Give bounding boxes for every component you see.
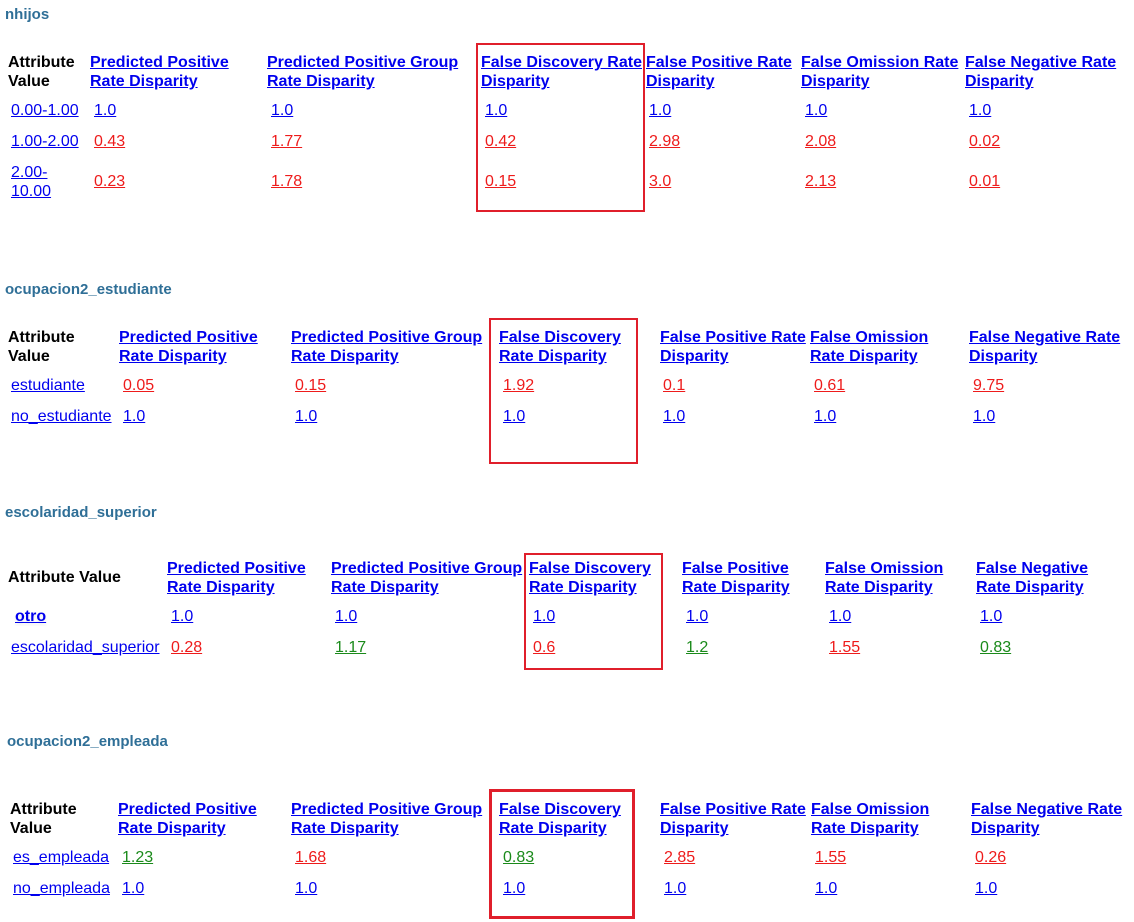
for-value[interactable]: 1.0 — [805, 102, 828, 119]
fpr-value[interactable]: 3.0 — [649, 173, 672, 190]
fnr-value[interactable]: 0.26 — [975, 849, 1007, 866]
fnr-value[interactable]: 0.02 — [969, 133, 1001, 150]
header-fdr-disparity[interactable]: False Discovery Rate Disparity — [481, 54, 642, 90]
section-title-nhijos: nhijos — [5, 6, 50, 23]
fpr-value[interactable]: 1.0 — [664, 880, 687, 897]
for-value[interactable]: 1.55 — [829, 639, 861, 656]
for-value[interactable]: 1.0 — [815, 880, 838, 897]
ppr-value[interactable]: 1.0 — [123, 408, 146, 425]
header-fpr-disparity[interactable]: False Positive Rate Disparity — [646, 54, 792, 90]
for-value[interactable]: 1.55 — [815, 849, 847, 866]
header-fpr-disparity[interactable]: False Positive Rate Disparity — [660, 801, 806, 837]
attribute-value-link[interactable]: es_empleada — [13, 849, 110, 866]
ppr-value[interactable]: 1.0 — [122, 880, 145, 897]
fnr-value[interactable]: 1.0 — [975, 880, 998, 897]
pprev-value[interactable]: 1.0 — [295, 408, 318, 425]
ppr-value[interactable]: 0.28 — [171, 639, 203, 656]
pprev-value[interactable]: 1.0 — [335, 608, 358, 625]
fpr-value[interactable]: 1.0 — [649, 102, 672, 119]
header-fnr-disparity[interactable]: False Negative Rate Disparity — [969, 329, 1121, 365]
fdr-value[interactable]: 1.92 — [503, 377, 535, 394]
pprev-value[interactable]: 1.0 — [271, 102, 294, 119]
attribute-value-link[interactable]: 2.00- — [11, 164, 48, 181]
ppr-value[interactable]: 1.0 — [171, 608, 194, 625]
fdr-value[interactable]: 1.0 — [503, 880, 526, 897]
ppr-value[interactable]: 0.23 — [94, 173, 126, 190]
fdr-value[interactable]: 1.0 — [533, 608, 556, 625]
header-for-disparity[interactable]: False Omission Rate Disparity — [825, 560, 944, 596]
fnr-value[interactable]: 1.0 — [980, 608, 1003, 625]
header-attribute-value: Attribute Value — [10, 801, 77, 837]
header-fdr-disparity[interactable]: False Discovery Rate Disparity — [499, 801, 621, 837]
ppr-value[interactable]: 0.43 — [94, 133, 126, 150]
header-attribute-value: Attribute Value — [8, 329, 75, 365]
fdr-value[interactable]: 0.42 — [485, 133, 517, 150]
header-attribute-value: Attribute Value — [8, 569, 121, 586]
pprev-value[interactable]: 0.15 — [295, 377, 327, 394]
header-for-disparity[interactable]: False Omission Rate Disparity — [810, 329, 929, 365]
attribute-value-link[interactable]: escolaridad_superior — [11, 639, 160, 656]
pprev-value[interactable]: 1.0 — [295, 880, 318, 897]
section-title-escolaridad-superior: escolaridad_superior — [5, 504, 157, 521]
header-fnr-disparity[interactable]: False Negative Rate Disparity — [971, 801, 1123, 837]
for-value[interactable]: 1.0 — [829, 608, 852, 625]
header-fdr-disparity[interactable]: False Discovery Rate Disparity — [499, 329, 621, 365]
attribute-value-link[interactable]: otro — [15, 608, 47, 625]
attribute-value-link[interactable]: 0.00-1.00 — [11, 102, 79, 119]
ppr-value[interactable]: 0.05 — [123, 377, 155, 394]
header-fnr-disparity[interactable]: False Negative Rate Disparity — [965, 54, 1117, 90]
attribute-value-link[interactable]: no_estudiante — [11, 408, 112, 425]
pprev-value[interactable]: 1.17 — [335, 639, 367, 656]
header-fdr-disparity[interactable]: False Discovery Rate Disparity — [529, 560, 651, 596]
for-value[interactable]: 2.08 — [805, 133, 837, 150]
header-ppr-disparity[interactable]: Predicted Positive Rate Disparity — [90, 54, 229, 90]
section-title-ocupacion2-empleada: ocupacion2_empleada — [7, 733, 168, 750]
header-ppr-disparity[interactable]: Predicted Positive Rate Disparity — [119, 329, 258, 365]
fdr-value[interactable]: 0.83 — [503, 849, 535, 866]
fpr-value[interactable]: 1.2 — [686, 639, 709, 656]
header-for-disparity[interactable]: False Omission Rate Disparity — [811, 801, 930, 837]
fnr-value[interactable]: 0.01 — [969, 173, 1001, 190]
header-fpr-disparity[interactable]: False Positive Rate Disparity — [660, 329, 806, 365]
fpr-value[interactable]: 0.1 — [663, 377, 686, 394]
header-ppr-disparity[interactable]: Predicted Positive Rate Disparity — [167, 560, 306, 596]
header-pprev-disparity[interactable]: Predicted Positive Group Rate Disparity — [267, 54, 459, 90]
for-value[interactable]: 0.61 — [814, 377, 846, 394]
header-fpr-disparity[interactable]: False Positive Rate Disparity — [682, 560, 790, 596]
for-value[interactable]: 1.0 — [814, 408, 837, 425]
ppr-value[interactable]: 1.23 — [122, 849, 154, 866]
fdr-value[interactable]: 0.15 — [485, 173, 517, 190]
fdr-value[interactable]: 1.0 — [503, 408, 526, 425]
pprev-value[interactable]: 1.78 — [271, 173, 303, 190]
attribute-value-link[interactable]: estudiante — [11, 377, 85, 394]
header-fnr-disparity[interactable]: False Negative Rate Disparity — [976, 560, 1089, 596]
header-pprev-disparity[interactable]: Predicted Positive Group Rate Disparity — [331, 560, 523, 596]
header-attribute-value: Attribute Value — [8, 54, 75, 90]
header-for-disparity[interactable]: False Omission Rate Disparity — [801, 54, 959, 90]
fnr-value[interactable]: 1.0 — [973, 408, 996, 425]
attribute-value-link[interactable]: no_empleada — [13, 880, 110, 897]
pprev-value[interactable]: 1.77 — [271, 133, 303, 150]
attribute-value-link[interactable]: 10.00 — [11, 183, 52, 200]
section-title-ocupacion2-estudiante: ocupacion2_estudiante — [5, 281, 172, 298]
fdr-value[interactable]: 1.0 — [485, 102, 508, 119]
fpr-value[interactable]: 1.0 — [686, 608, 709, 625]
fdr-value[interactable]: 0.6 — [533, 639, 556, 656]
fnr-value[interactable]: 0.83 — [980, 639, 1012, 656]
for-value[interactable]: 2.13 — [805, 173, 837, 190]
fpr-value[interactable]: 1.0 — [663, 408, 686, 425]
attribute-value-link[interactable]: 1.00-2.00 — [11, 133, 79, 150]
pprev-value[interactable]: 1.68 — [295, 849, 327, 866]
fpr-value[interactable]: 2.85 — [664, 849, 696, 866]
fnr-value[interactable]: 9.75 — [973, 377, 1005, 394]
fnr-value[interactable]: 1.0 — [969, 102, 992, 119]
header-pprev-disparity[interactable]: Predicted Positive Group Rate Disparity — [291, 329, 483, 365]
fpr-value[interactable]: 2.98 — [649, 133, 681, 150]
header-ppr-disparity[interactable]: Predicted Positive Rate Disparity — [118, 801, 257, 837]
header-pprev-disparity[interactable]: Predicted Positive Group Rate Disparity — [291, 801, 483, 837]
ppr-value[interactable]: 1.0 — [94, 102, 117, 119]
